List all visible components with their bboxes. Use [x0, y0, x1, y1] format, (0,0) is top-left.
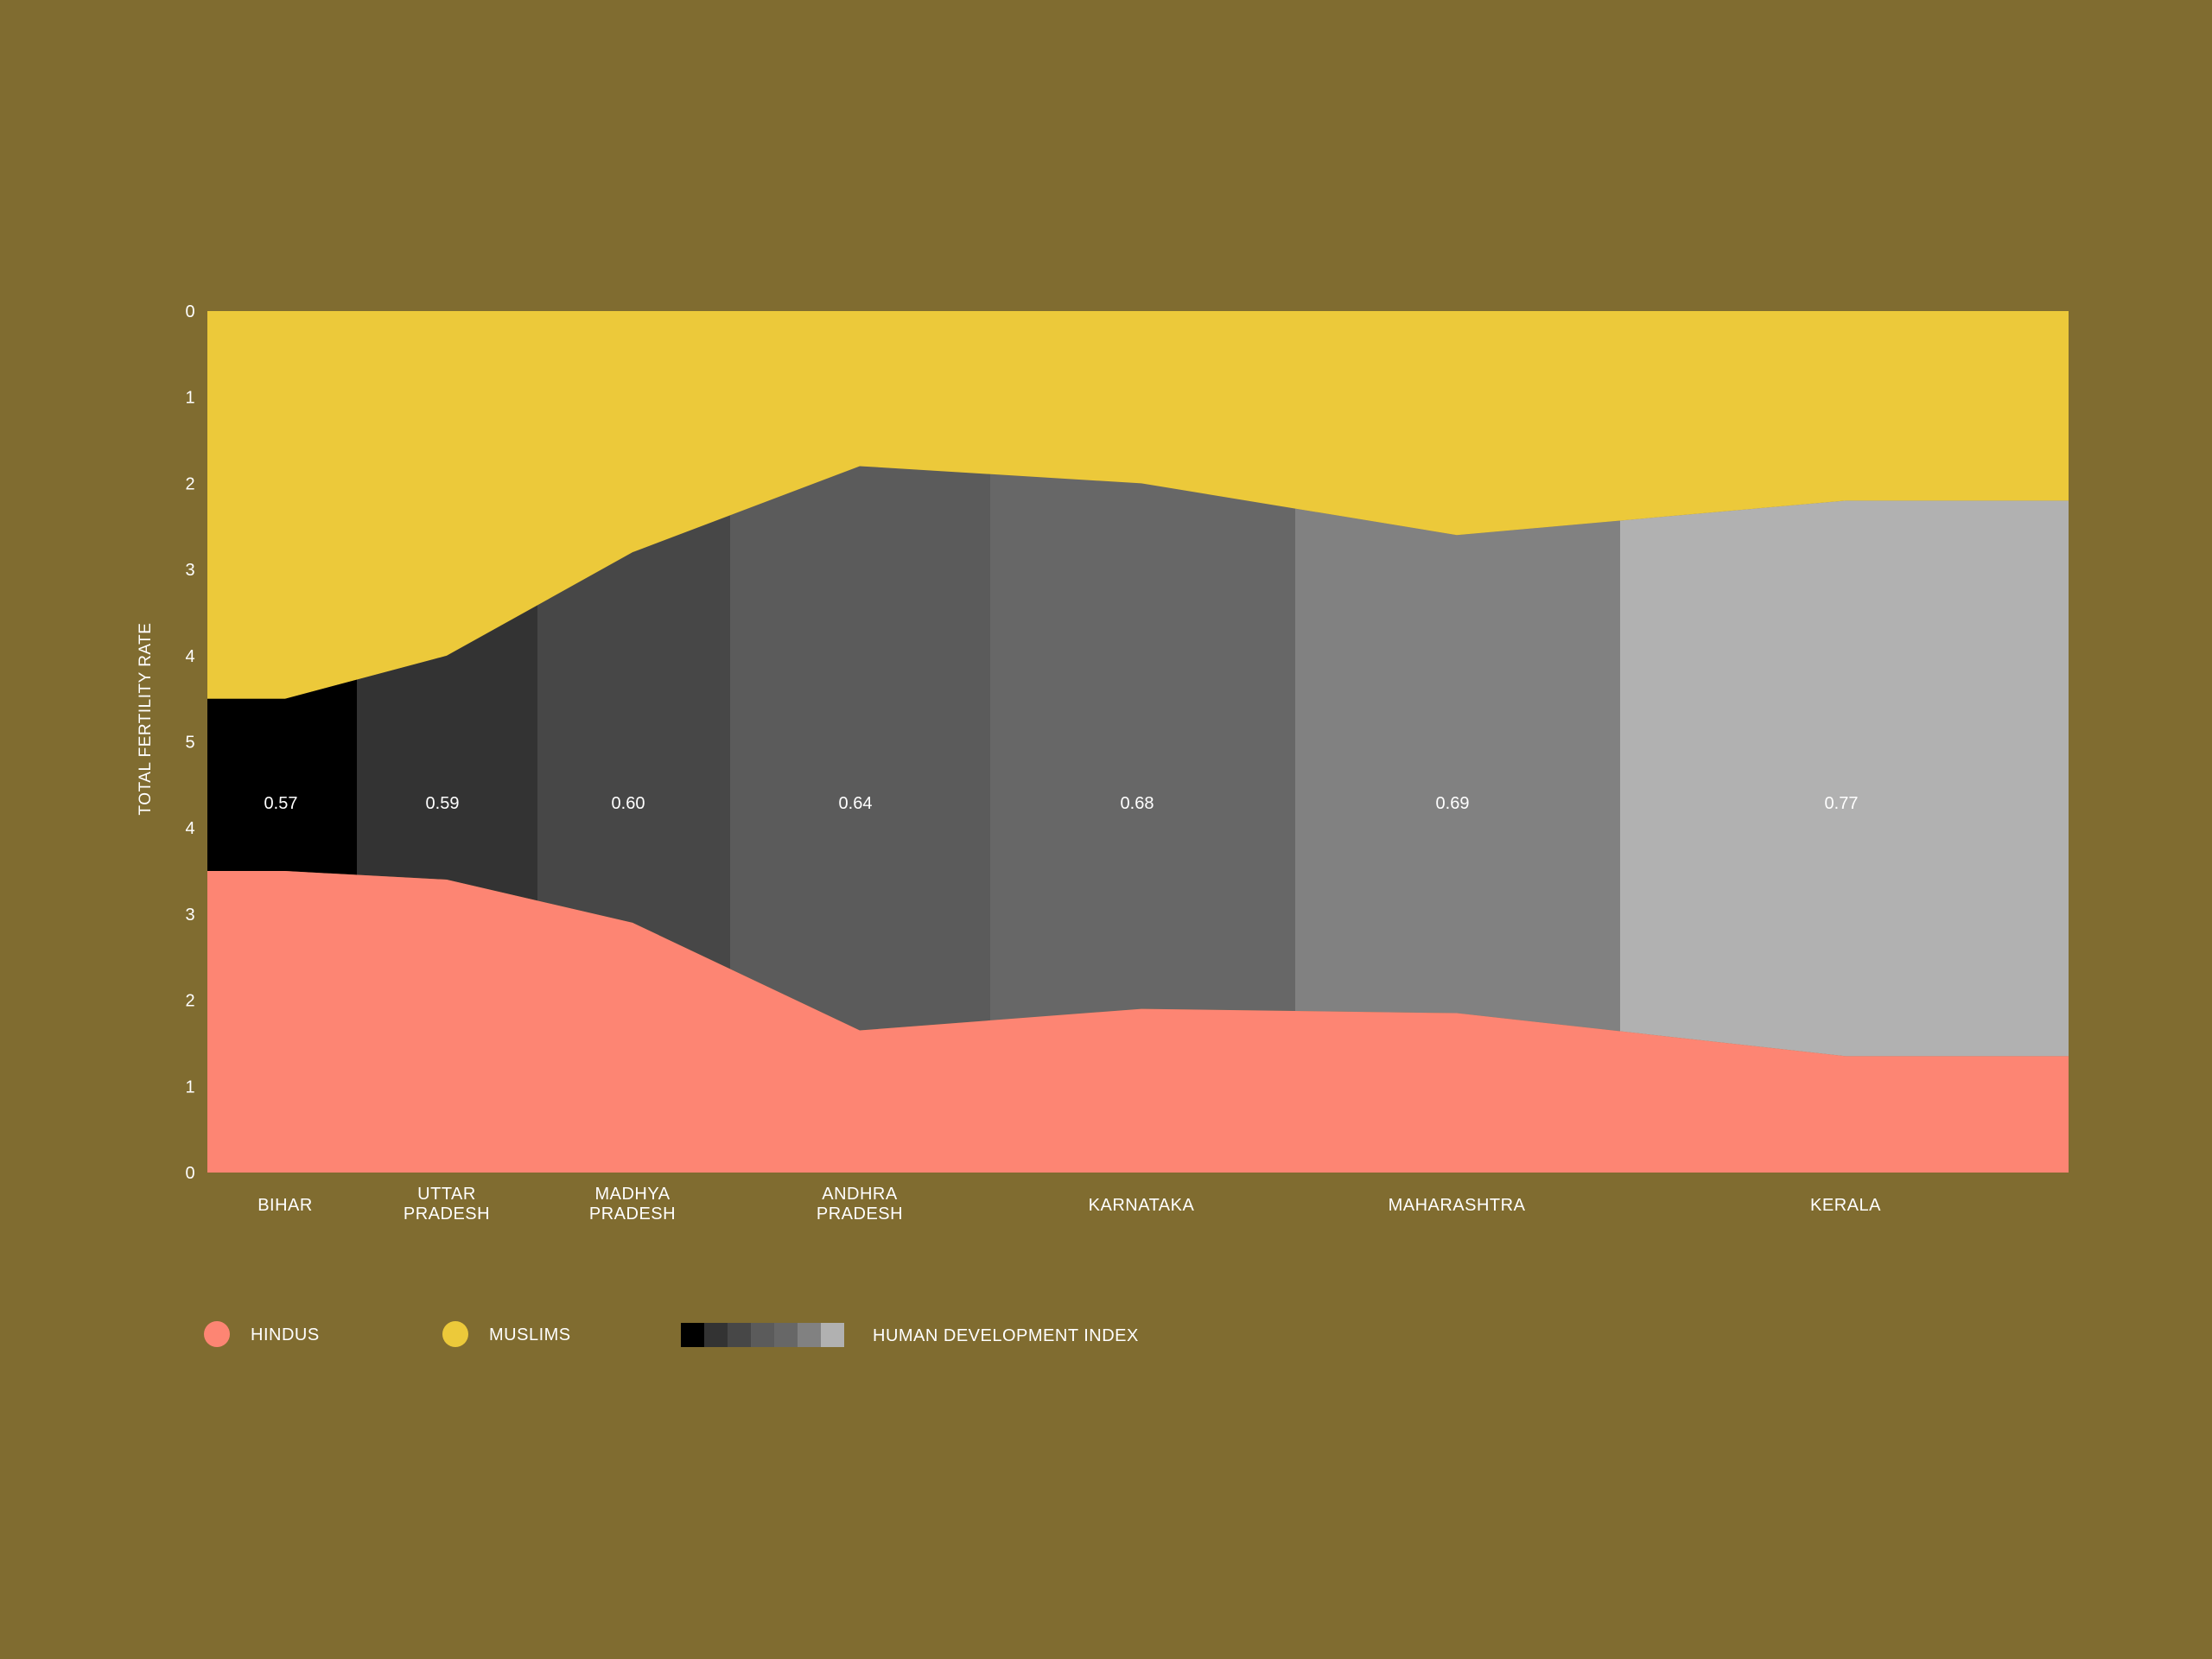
hdi-value-labels: 0.57 0.59 0.60 0.64 0.68 0.69 0.77 [264, 794, 1859, 813]
y-tick-label: 4 [185, 819, 194, 838]
x-axis-label: KARNATAKA [1089, 1196, 1195, 1215]
y-tick-label: 5 [185, 734, 194, 753]
hdi-bands [207, 466, 2069, 1057]
hdi-band-4 [990, 474, 1295, 1020]
x-axis-label: ANDHRA [822, 1185, 898, 1204]
hindus-legend-dot [204, 1321, 230, 1347]
hdi-value-label: 0.60 [612, 794, 645, 813]
hdi-legend-label: HUMAN DEVELOPMENT INDEX [873, 1326, 1139, 1345]
hdi-value-label: 0.64 [839, 794, 873, 813]
y-axis-label: TOTAL FERTILITY RATE [137, 623, 155, 816]
x-axis-label: BIHAR [257, 1196, 313, 1215]
x-axis-label: MADHYA [594, 1185, 670, 1204]
y-tick-label: 2 [185, 474, 194, 493]
hdi-value-label: 0.59 [426, 794, 460, 813]
hdi-legend-swatch [751, 1323, 774, 1347]
x-axis-label: PRADESH [404, 1205, 490, 1224]
x-axis-label: PRADESH [589, 1205, 676, 1224]
hdi-value-label: 0.57 [264, 794, 298, 813]
hdi-band-0 [207, 679, 357, 875]
hdi-legend-swatch [681, 1323, 704, 1347]
y-tick-label: 0 [185, 1164, 194, 1183]
legend: HINDUS MUSLIMS HUMAN DEVELOPMENT INDEX [204, 1321, 1139, 1347]
hindus-area [207, 871, 2069, 1173]
y-tick-label: 4 [185, 647, 194, 666]
hdi-legend-swatch [798, 1323, 821, 1347]
hdi-legend-swatch [774, 1323, 798, 1347]
x-axis-labels: BIHARUTTARPRADESHMADHYAPRADESHANDHRAPRAD… [257, 1185, 1881, 1224]
hdi-legend-swatches [681, 1323, 844, 1347]
series-areas [207, 311, 2069, 1173]
muslims-area [207, 311, 2069, 699]
y-tick-label: 0 [185, 302, 194, 321]
hdi-value-label: 0.69 [1436, 794, 1470, 813]
y-tick-label: 1 [185, 1077, 194, 1096]
muslims-legend-label: MUSLIMS [489, 1325, 571, 1344]
x-axis-label: KERALA [1810, 1196, 1881, 1215]
hdi-legend-swatch [728, 1323, 751, 1347]
hdi-value-label: 0.68 [1121, 794, 1154, 813]
hdi-band-6 [1620, 500, 2069, 1057]
hindus-legend-label: HINDUS [251, 1325, 320, 1344]
y-tick-label: 3 [185, 561, 194, 580]
hdi-band-3 [730, 466, 990, 1031]
x-axis-label: UTTAR [417, 1185, 476, 1204]
hdi-band-2 [537, 515, 730, 969]
hdi-legend-swatch [821, 1323, 844, 1347]
y-tick-label: 1 [185, 389, 194, 408]
hdi-legend-swatch [704, 1323, 728, 1347]
y-axis-ticks: 0 1 2 3 4 5 4 3 2 1 0 [185, 302, 194, 1183]
y-tick-label: 2 [185, 992, 194, 1011]
hdi-band-1 [357, 605, 537, 901]
y-tick-label: 3 [185, 906, 194, 925]
hdi-band-5 [1295, 508, 1620, 1032]
muslims-legend-dot [442, 1321, 468, 1347]
x-axis-label: MAHARASHTRA [1389, 1196, 1526, 1215]
hdi-value-label: 0.77 [1825, 794, 1859, 813]
x-axis-label: PRADESH [817, 1205, 903, 1224]
